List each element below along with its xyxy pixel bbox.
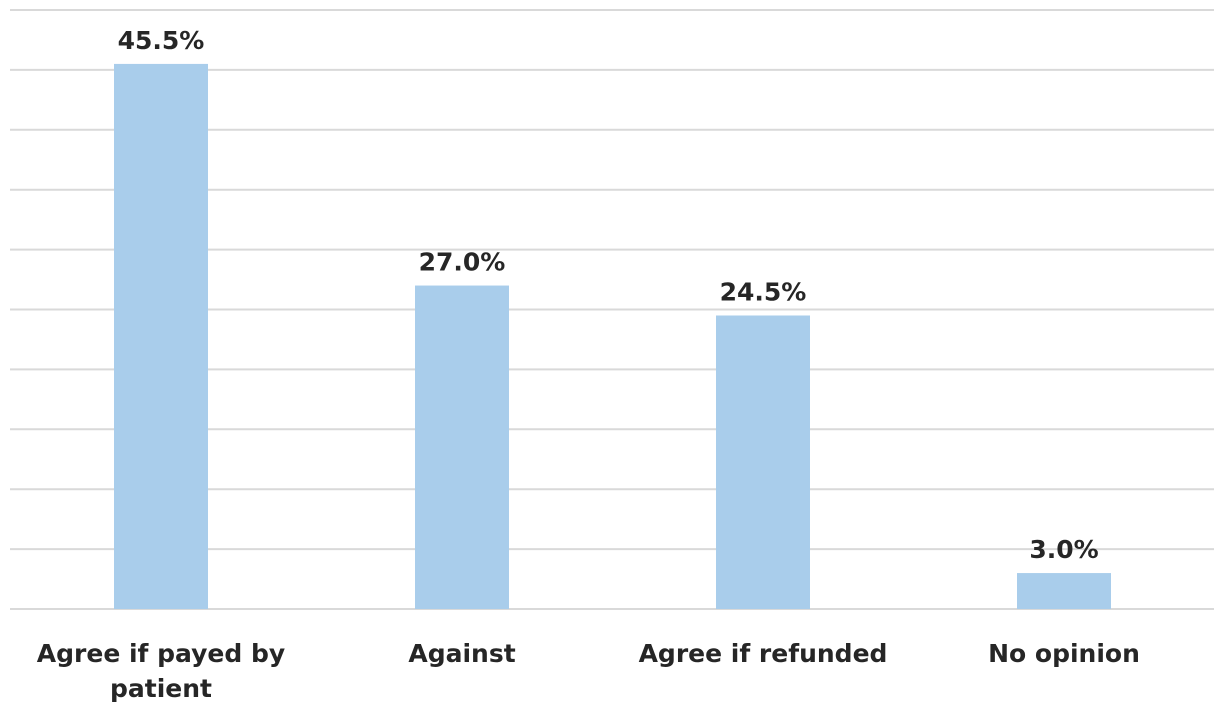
data-label: 24.5%: [720, 277, 807, 306]
bars: [114, 63, 1111, 610]
category-axis-labels: Agree if payed by patient Against Agree if …: [37, 639, 1140, 703]
bar: [415, 285, 509, 609]
category-label: Against: [408, 639, 515, 668]
category-label-line: No opinion: [988, 639, 1140, 668]
category-label-line: patient: [110, 674, 212, 703]
bar: [114, 63, 208, 610]
category-label: Agree if payed by patient: [37, 639, 285, 703]
data-label: 27.0%: [419, 248, 506, 277]
data-label: 45.5%: [118, 26, 205, 55]
category-label-line: Agree if payed by: [37, 639, 285, 668]
category-label-line: Agree if refunded: [639, 639, 888, 668]
data-label: 3.0%: [1029, 535, 1098, 564]
data-labels: 45.5% 27.0% 24.5% 3.0%: [118, 26, 1099, 564]
category-label: Agree if refunded: [639, 639, 888, 668]
gridlines: [10, 9, 1214, 610]
bar: [1017, 573, 1111, 609]
category-label-line: Against: [408, 639, 515, 668]
category-label: No opinion: [988, 639, 1140, 668]
bar: [716, 315, 810, 609]
